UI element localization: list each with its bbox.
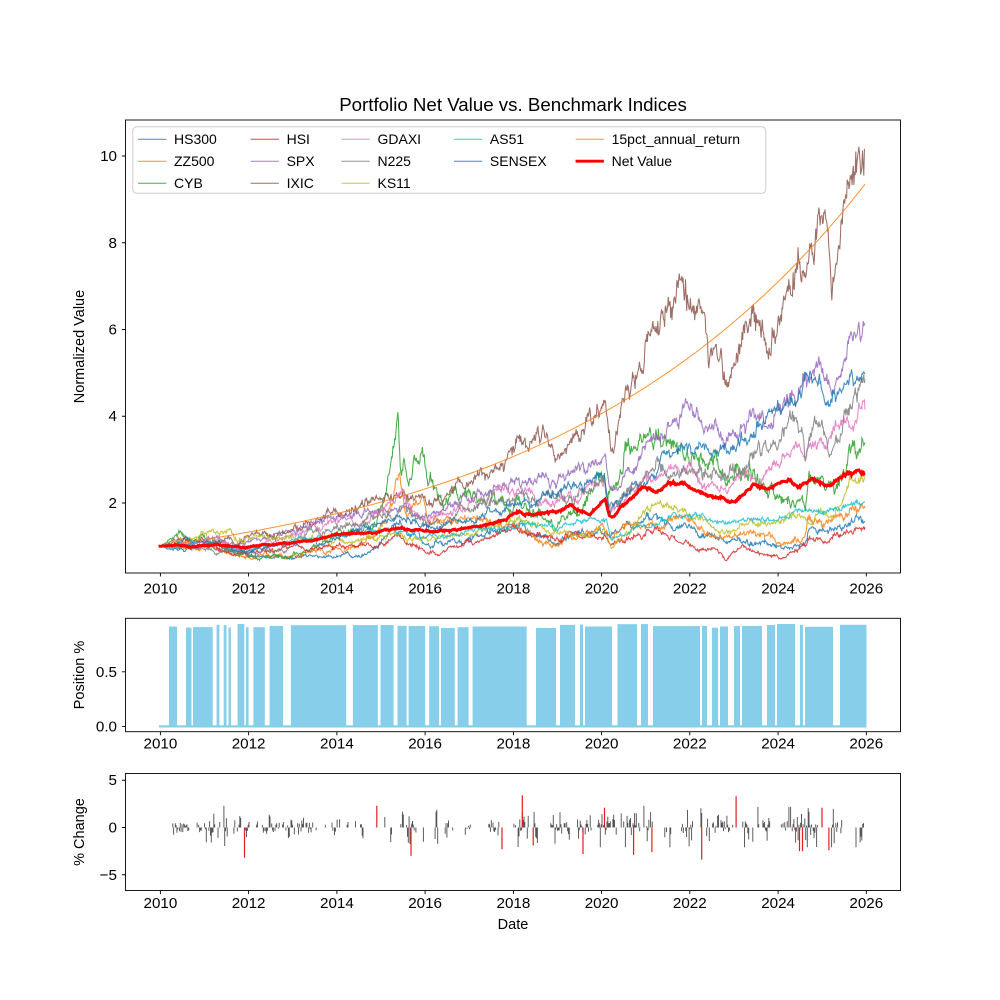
svg-text:2014: 2014 xyxy=(320,895,354,912)
svg-text:SENSEX: SENSEX xyxy=(490,153,547,169)
svg-text:2014: 2014 xyxy=(320,736,354,753)
svg-text:Net Value: Net Value xyxy=(612,153,673,169)
svg-text:6: 6 xyxy=(109,322,117,339)
svg-text:Position %: Position % xyxy=(72,641,88,710)
svg-text:2012: 2012 xyxy=(232,895,266,912)
svg-text:GDAXI: GDAXI xyxy=(378,131,422,147)
svg-text:% Change: % Change xyxy=(72,798,88,866)
svg-text:15pct_annual_return: 15pct_annual_return xyxy=(612,131,740,147)
svg-text:2018: 2018 xyxy=(497,581,531,598)
svg-text:0.5: 0.5 xyxy=(96,664,117,681)
svg-text:AS51: AS51 xyxy=(490,131,524,147)
svg-text:2018: 2018 xyxy=(497,895,531,912)
svg-text:HSI: HSI xyxy=(287,131,310,147)
svg-text:2012: 2012 xyxy=(232,581,266,598)
svg-text:2020: 2020 xyxy=(585,581,619,598)
svg-text:2014: 2014 xyxy=(320,581,354,598)
svg-text:0: 0 xyxy=(109,820,117,837)
svg-text:2010: 2010 xyxy=(144,895,178,912)
svg-text:HS300: HS300 xyxy=(174,131,217,147)
svg-text:4: 4 xyxy=(109,408,117,425)
svg-text:2022: 2022 xyxy=(673,895,707,912)
svg-text:2018: 2018 xyxy=(497,736,531,753)
svg-text:SPX: SPX xyxy=(287,153,316,169)
svg-text:Date: Date xyxy=(498,917,529,933)
svg-text:2022: 2022 xyxy=(673,736,707,753)
svg-text:−5: −5 xyxy=(100,867,117,884)
svg-text:2: 2 xyxy=(109,495,117,512)
svg-text:10: 10 xyxy=(100,148,117,165)
svg-text:Portfolio Net Value vs. Benchm: Portfolio Net Value vs. Benchmark Indice… xyxy=(339,94,687,115)
svg-text:2010: 2010 xyxy=(144,736,178,753)
svg-text:KS11: KS11 xyxy=(378,175,411,191)
svg-text:2010: 2010 xyxy=(144,581,178,598)
svg-text:0.0: 0.0 xyxy=(96,719,117,736)
svg-text:5: 5 xyxy=(109,772,117,789)
svg-text:N225: N225 xyxy=(378,153,412,169)
svg-text:2024: 2024 xyxy=(761,895,795,912)
svg-text:ZZ500: ZZ500 xyxy=(174,153,215,169)
svg-text:2012: 2012 xyxy=(232,736,266,753)
svg-text:2020: 2020 xyxy=(585,736,619,753)
svg-text:2026: 2026 xyxy=(849,736,883,753)
svg-text:2024: 2024 xyxy=(761,581,795,598)
svg-text:2020: 2020 xyxy=(585,895,619,912)
svg-text:Normalized Value: Normalized Value xyxy=(72,290,88,403)
svg-text:2016: 2016 xyxy=(408,736,442,753)
svg-text:IXIC: IXIC xyxy=(287,175,314,191)
svg-text:2016: 2016 xyxy=(408,895,442,912)
svg-text:CYB: CYB xyxy=(174,175,203,191)
svg-text:2026: 2026 xyxy=(849,581,883,598)
svg-text:2024: 2024 xyxy=(761,736,795,753)
svg-text:2026: 2026 xyxy=(849,895,883,912)
svg-text:2022: 2022 xyxy=(673,581,707,598)
svg-text:8: 8 xyxy=(109,235,117,252)
svg-text:2016: 2016 xyxy=(408,581,442,598)
